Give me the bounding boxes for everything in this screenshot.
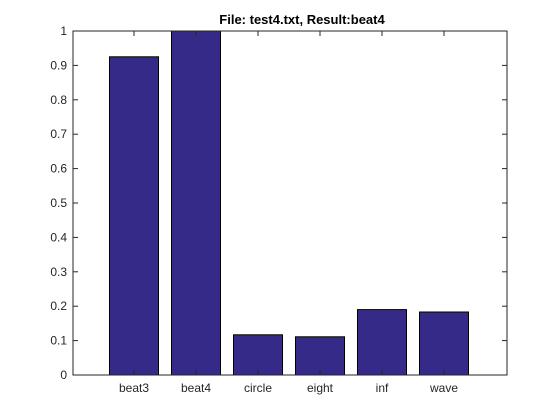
x-tick-label-beat4: beat4 — [181, 381, 211, 395]
x-tick-label-inf: inf — [376, 381, 389, 395]
x-tick-label-circle: circle — [244, 381, 272, 395]
y-tick-label: 0.4 — [50, 230, 67, 244]
y-tick-label: 1 — [60, 24, 67, 38]
bar-beat4 — [171, 30, 221, 376]
y-tick-label: 0.8 — [50, 93, 67, 107]
y-tick-label: 0.3 — [50, 265, 67, 279]
bar-beat3 — [109, 56, 159, 376]
x-tick-label-wave: wave — [429, 381, 458, 395]
y-tick-label: 0 — [60, 368, 67, 382]
bar-wave — [419, 311, 469, 376]
bar-eight — [295, 336, 345, 376]
y-tick-label: 0.9 — [50, 58, 67, 72]
bar-circle — [233, 334, 283, 376]
bar-inf — [357, 309, 407, 376]
y-tick-label: 0.7 — [50, 127, 67, 141]
axes-group: 0 0.1 0.2 0.3 0.4 0.5 0.6 0.7 0.8 0.9 1 beat3 beat4 c… — [50, 24, 508, 395]
y-tick-label: 0.1 — [50, 334, 67, 348]
y-tick-label: 0.5 — [50, 196, 67, 210]
y-tick-label: 0.2 — [50, 299, 67, 313]
x-tick-label-beat3: beat3 — [119, 381, 149, 395]
x-tick-label-eight: eight — [307, 381, 334, 395]
y-tick-label: 0.6 — [50, 162, 67, 176]
chart-title: File: test4.txt, Result:beat4 — [219, 12, 385, 27]
